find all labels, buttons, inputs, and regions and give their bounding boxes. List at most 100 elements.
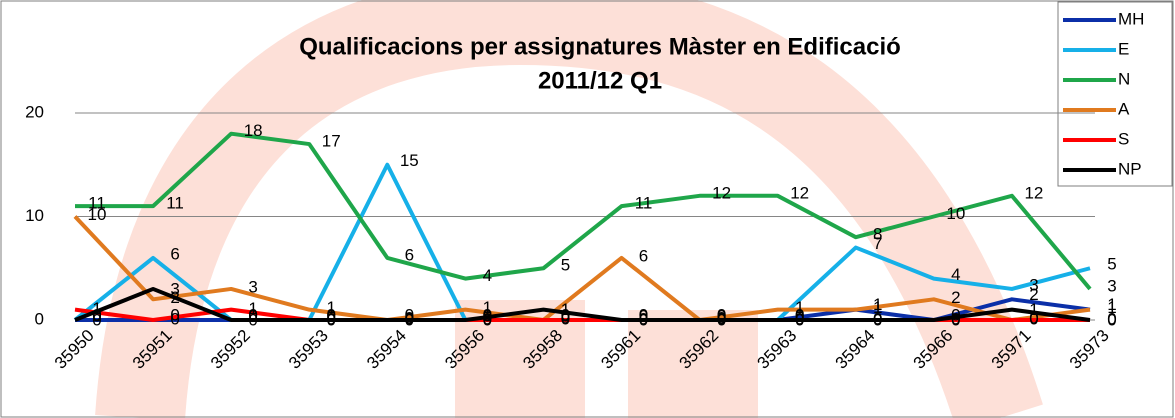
x-tick-label: 35950 [51,326,98,373]
legend-label: E [1118,39,1129,58]
data-label: 1 [873,298,882,317]
data-label: 0 [248,306,257,325]
data-label: 12 [712,183,731,202]
data-label: 1 [248,299,257,318]
data-label: 4 [951,265,960,284]
data-label: 3 [1029,275,1038,294]
data-label: 0 [951,305,960,324]
data-label: 1 [92,299,101,318]
data-label: 0 [483,310,492,329]
data-label: 1 [483,298,492,317]
data-label: 6 [639,246,648,265]
data-label: 6 [405,245,414,264]
background-decoration [95,0,1043,418]
data-label: 2 [170,288,179,307]
y-tick-label: 0 [35,309,44,328]
data-label: 0 [639,305,648,324]
data-label: 0 [951,310,960,329]
y-tick-label: 20 [25,102,44,121]
data-label: 2 [951,288,960,307]
data-label: 0 [326,305,335,324]
data-label: 3 [1107,276,1116,295]
legend-label: MH [1118,9,1144,28]
data-label: 0 [1107,310,1116,329]
x-tick-label: 35954 [363,326,410,373]
data-label: 12 [790,183,809,202]
data-label: 0 [639,306,648,325]
data-label: 2 [1029,285,1038,304]
y-tick-label: 10 [25,206,44,225]
data-label: 8 [873,225,882,244]
data-label: 1 [1107,295,1116,314]
data-label: 10 [946,204,965,223]
data-label: 0 [561,308,570,327]
data-label: 1 [1107,298,1116,317]
data-label: 0 [717,306,726,325]
data-label: 0 [717,310,726,329]
data-label: 15 [400,151,419,170]
series-line [74,286,1091,322]
data-label: 10 [88,205,107,224]
data-label: 6 [170,244,179,263]
data-label: 11 [88,194,106,213]
data-label: 0 [795,306,804,325]
data-label: 0 [951,309,960,328]
data-label: 12 [1024,183,1043,202]
x-tick-label: 35964 [832,326,879,373]
data-label: 1 [326,298,335,317]
data-label: 4 [483,266,492,285]
data-label: 0 [873,310,882,329]
data-label: 11 [166,194,184,213]
legend-label: A [1118,99,1130,118]
data-label: 0 [795,309,804,328]
data-label: 11 [635,194,653,213]
data-label: 0 [483,305,492,324]
data-label: 0 [92,310,101,329]
data-label: 0 [1107,309,1116,328]
legend-label: S [1118,129,1129,148]
data-label: 0 [248,305,257,324]
x-tick-label: 35963 [754,326,801,373]
data-label: 0 [561,306,570,325]
data-label: 0 [717,308,726,327]
data-label: 0 [1029,309,1038,328]
legend [1057,1,1173,187]
data-label: 0 [561,309,570,328]
data-label: 0 [170,305,179,324]
legend-label: NP [1118,159,1142,178]
data-label: 3 [170,279,179,298]
data-label: 5 [1107,255,1116,274]
data-label: 0 [717,305,726,324]
data-label: 0 [1029,308,1038,327]
data-label: 0 [170,309,179,328]
data-label: 0 [405,309,414,328]
data-label: 1 [561,300,570,319]
legend-label: N [1118,69,1130,88]
x-tick-label: 35953 [285,326,332,373]
data-label: 5 [561,256,570,275]
data-label: 18 [244,121,263,140]
data-label: 0 [561,305,570,324]
data-label: 0 [717,309,726,328]
x-tick-label: 35973 [1066,326,1113,373]
data-label: 0 [639,310,648,329]
data-label: 0 [405,310,414,329]
data-label: 0 [639,309,648,328]
data-label: 0 [405,308,414,327]
data-label: 0 [326,309,335,328]
series-line [73,215,1091,322]
data-label: 1 [873,295,882,314]
data-label: 0 [92,306,101,325]
series-line [75,131,1092,291]
data-label: 0 [92,305,101,324]
data-label: 17 [322,132,341,151]
data-label: 1 [795,298,804,317]
x-tick-label: 35952 [207,326,254,373]
data-label: 0 [795,305,804,324]
data-label: 0 [326,310,335,329]
data-label: 0 [483,309,492,328]
background-block [628,310,758,418]
data-label: 0 [248,310,257,329]
